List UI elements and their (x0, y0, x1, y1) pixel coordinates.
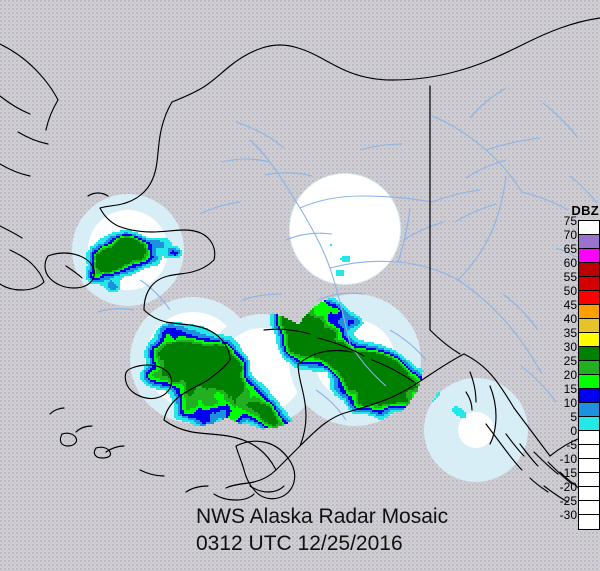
legend-swatch-25 (579, 361, 599, 375)
legend-tick-60: 60 (563, 256, 577, 270)
legend-tick-50: 50 (563, 284, 577, 298)
legend-tick-40: 40 (563, 312, 577, 326)
legend-tick-neg5: -5 (566, 438, 577, 452)
legend-tick-65: 65 (563, 242, 577, 256)
legend-tick-neg25: -25 (559, 494, 577, 508)
legend-swatch-15 (579, 389, 599, 403)
legend-tick-neg20: -20 (559, 480, 577, 494)
title-block: NWS Alaska Radar Mosaic 0312 UTC 12/25/2… (196, 503, 448, 557)
legend-tick-45: 45 (563, 298, 577, 312)
legend-swatch-5 (579, 417, 599, 431)
legend-swatch-neg20 (579, 487, 599, 501)
legend-tick-10: 10 (563, 396, 577, 410)
legend-swatch-neg30 (579, 515, 599, 529)
legend-swatch-0 (579, 431, 599, 445)
legend-swatch-75 (579, 221, 599, 235)
legend-title: DBZ (571, 203, 599, 218)
legend-swatch-45 (579, 305, 599, 319)
legend-swatch-55 (579, 277, 599, 291)
legend-tick-15: 15 (563, 382, 577, 396)
legend-swatch-70 (579, 235, 599, 249)
legend-colorbar (578, 220, 600, 530)
legend-tick-20: 20 (563, 368, 577, 382)
legend-tick-75: 75 (563, 214, 577, 228)
product-title: NWS Alaska Radar Mosaic (196, 505, 449, 528)
legend-swatch-35 (579, 333, 599, 347)
legend-tick-25: 25 (563, 354, 577, 368)
legend-tick-neg15: -15 (559, 466, 577, 480)
legend-swatch-60 (579, 263, 599, 277)
legend-swatch-10 (579, 403, 599, 417)
legend-tick-70: 70 (563, 228, 577, 242)
legend-swatch-neg25 (579, 501, 599, 515)
legend-tick-5: 5 (570, 410, 577, 424)
legend-tick-30: 30 (563, 340, 577, 354)
legend-swatch-65 (579, 249, 599, 263)
legend-tick-neg10: -10 (559, 452, 577, 466)
legend-swatch-20 (579, 375, 599, 389)
legend-tick-55: 55 (563, 270, 577, 284)
legend-swatch-50 (579, 291, 599, 305)
legend-swatch-30 (579, 347, 599, 361)
legend-swatch-neg10 (579, 459, 599, 473)
legend-tick-35: 35 (563, 326, 577, 340)
legend-tick-0: 0 (570, 424, 577, 438)
legend-swatch-neg5 (579, 445, 599, 459)
product-timestamp: 0312 UTC 12/25/2016 (196, 532, 403, 555)
legend-swatch-neg15 (579, 473, 599, 487)
dbz-legend: DBZ 75 70 65 60 55 50 45 40 35 30 25 20 15 10 5 0 -5 -10-… (556, 203, 600, 530)
legend-swatch-40 (579, 319, 599, 333)
legend-tick-neg30: -30 (559, 508, 577, 522)
